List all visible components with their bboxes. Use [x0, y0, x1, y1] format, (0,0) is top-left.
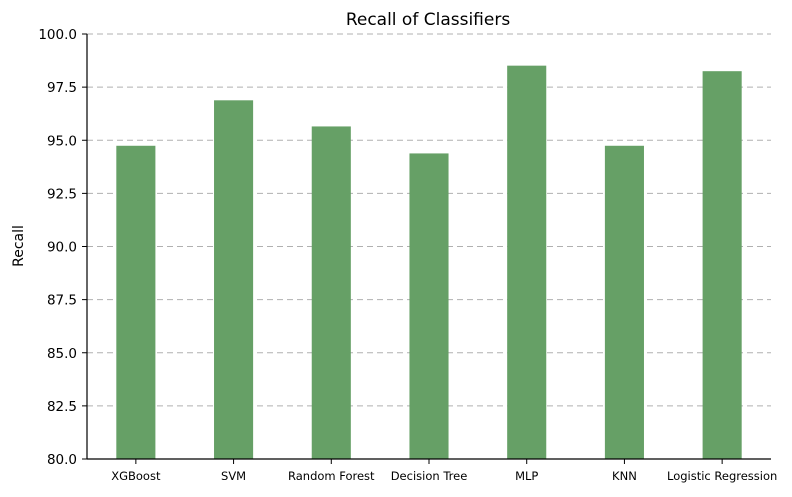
y-tick-label: 90.0 — [47, 240, 77, 256]
bars-layer — [116, 65, 742, 460]
y-axis-label: Recall — [11, 225, 27, 267]
x-tick-label: Decision Tree — [391, 469, 468, 483]
ticks-layer: 80.0 82.5 85.0 87.5 90.0 92.5 95.0 97.5 100.0 XGB… — [38, 27, 777, 483]
y-tick-label: 97.5 — [47, 80, 77, 96]
bar-random-forest — [311, 126, 351, 459]
bar-logistic-regression — [702, 71, 742, 459]
x-tick-label: SVM — [221, 469, 246, 483]
bar-decision-tree — [409, 153, 449, 460]
bar-xgboost — [116, 145, 156, 459]
y-tick-label: 95.0 — [47, 133, 77, 149]
x-tick-label: XGBoost — [111, 469, 161, 483]
x-tick-label: KNN — [612, 469, 637, 483]
y-tick-label: 92.5 — [47, 186, 77, 202]
bar-knn — [604, 145, 644, 459]
x-tick-label: Random Forest — [288, 469, 375, 483]
bar-mlp — [507, 65, 547, 459]
x-tick-label: MLP — [515, 469, 538, 483]
chart-title: Recall of Classifiers — [346, 10, 511, 30]
y-tick-label: 100.0 — [38, 27, 77, 43]
x-tick-label: Logistic Regression — [667, 469, 777, 483]
y-tick-label: 82.5 — [47, 399, 77, 415]
y-tick-label: 80.0 — [47, 452, 77, 468]
y-tick-label: 87.5 — [47, 293, 77, 309]
y-tick-label: 85.0 — [47, 346, 77, 362]
bar-svm — [214, 100, 254, 460]
